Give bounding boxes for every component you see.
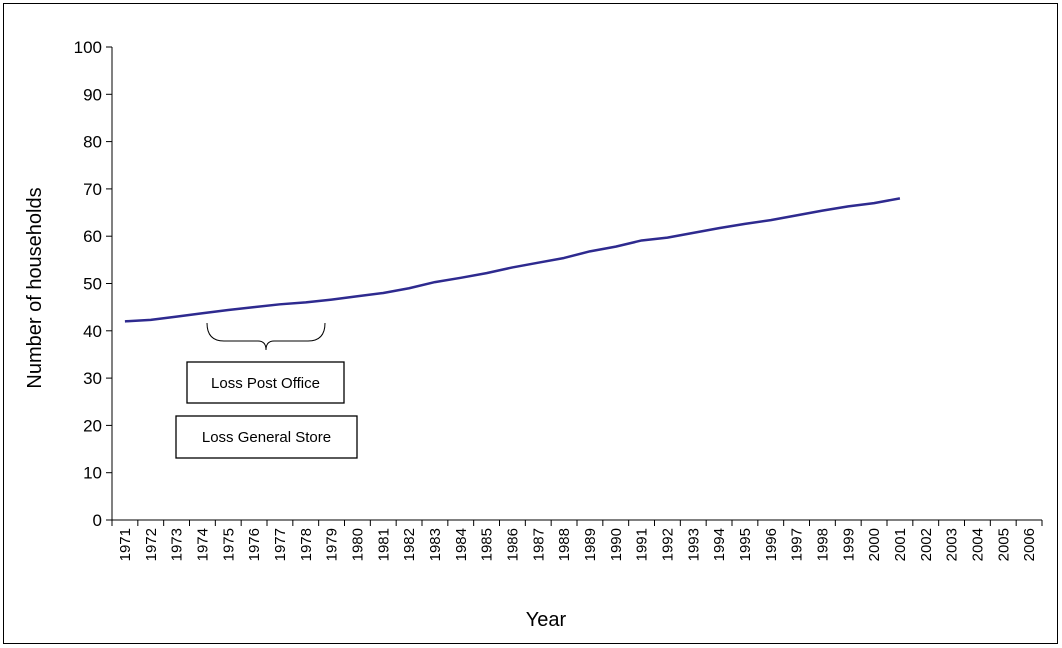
x-tick-label: 1981: [375, 528, 392, 561]
x-tick-label: 1974: [194, 528, 211, 561]
x-tick-label: 1980: [349, 528, 366, 561]
annotation-post-office: Loss Post Office: [211, 375, 320, 392]
y-tick-label: 50: [83, 275, 102, 294]
y-axis-title: Number of households: [24, 187, 46, 388]
annotation-box-post-office: [186, 361, 345, 404]
x-tick-label: 1986: [504, 528, 521, 561]
y-tick-label: 20: [83, 416, 102, 435]
x-tick-label: 1999: [840, 528, 857, 561]
x-tick-label: 1987: [530, 528, 547, 561]
x-tick-label: 1971: [117, 528, 134, 561]
x-tick-label: 2001: [892, 528, 909, 561]
y-tick-label: 0: [93, 511, 102, 530]
x-tick-label: 1991: [634, 528, 651, 561]
x-tick-label: 1979: [324, 528, 341, 561]
series-line: [124, 197, 901, 323]
annotation-box-general-store: [175, 415, 358, 459]
y-tick-label: 70: [83, 180, 102, 199]
x-tick-label: 1972: [143, 528, 160, 561]
x-tick-label: 1998: [814, 528, 831, 561]
x-tick-label: 2006: [1021, 528, 1038, 561]
x-tick-label: 1977: [272, 528, 289, 561]
chart-frame: [3, 3, 1058, 644]
x-tick-label: 1989: [582, 528, 599, 561]
x-tick-label: 1976: [246, 528, 263, 561]
x-tick-label: 1990: [608, 528, 625, 561]
y-tick-label: 40: [83, 322, 102, 341]
x-tick-label: 1978: [298, 528, 315, 561]
y-tick-label: 80: [83, 133, 102, 152]
series-lines: [124, 197, 901, 323]
x-tick-label: 1994: [711, 528, 728, 561]
y-axis: 0 10 20 30 40 50 60 70 80 90 100: [74, 38, 113, 530]
x-tick-label: 1985: [479, 528, 496, 561]
y-tick-label: 10: [83, 464, 102, 483]
y-tick-label: 60: [83, 227, 102, 246]
x-tick-label: 2004: [969, 528, 986, 561]
y-tick-label: 30: [83, 369, 102, 388]
x-tick-label: 1996: [763, 528, 780, 561]
annotation-general-store: Loss General Store: [202, 429, 331, 446]
x-axis-title: Year: [526, 609, 567, 631]
x-tick-label: 2005: [995, 528, 1012, 561]
x-tick-label: 1984: [453, 528, 470, 561]
x-tick-label: 1982: [401, 528, 418, 561]
x-tick-label: 1973: [169, 528, 186, 561]
x-tick-label: 1995: [737, 528, 754, 561]
y-tick-label: 100: [74, 38, 102, 57]
x-tick-label: 2003: [944, 528, 961, 561]
x-tick-label: 1992: [659, 528, 676, 561]
y-tick-label: 90: [83, 85, 102, 104]
x-tick-label: 1988: [556, 528, 573, 561]
x-tick-label: 1983: [427, 528, 444, 561]
annotation-brace: [206, 322, 326, 351]
x-tick-label: 1993: [685, 528, 702, 561]
x-tick-label: 1997: [789, 528, 806, 561]
x-tick-label: 2000: [866, 528, 883, 561]
annotations: Loss Post Office Loss General Store: [175, 322, 358, 459]
x-axis: 1971 1972 1973 1974 1975 1976 1977 1978 1979 1980…: [111, 519, 1043, 561]
x-tick-label: 1975: [220, 528, 237, 561]
x-tick-label: 2002: [918, 528, 935, 561]
